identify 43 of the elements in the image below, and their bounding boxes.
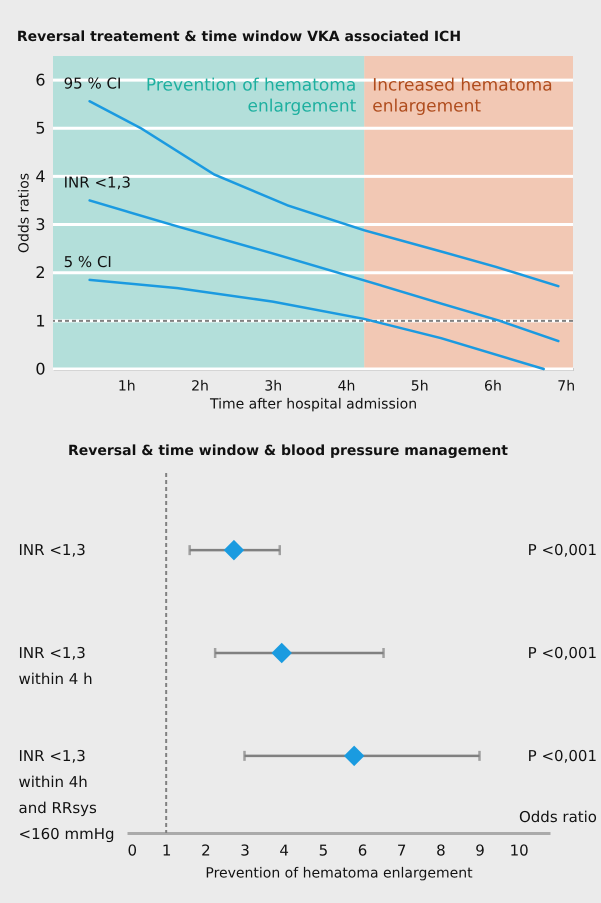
x-axis-title: Time after hospital admission (208, 396, 418, 412)
x-tick-label: 8 (436, 842, 446, 860)
x-tick-label: 6h (484, 378, 502, 394)
x-tick-label: 2h (191, 378, 209, 394)
series-label: 95 % CI (64, 74, 122, 92)
annotation: Odds ratio (518, 808, 597, 826)
y-tick-label: 0 (35, 360, 46, 378)
y-tick-label: INR <1,3 within 4h and RRsys <160 mmHg (18, 746, 114, 843)
y-tick-label: INR <1,3 (18, 541, 86, 560)
series-label: 5 % CI (64, 252, 112, 271)
y-tick-label: 5 (35, 118, 46, 138)
x-tick-label: 3 (240, 842, 250, 860)
x-tick-label: 3h (264, 378, 282, 394)
x-tick-label: 7 (396, 842, 406, 860)
x-tick-label: 1 (162, 842, 172, 860)
series-label: INR <1,3 (64, 173, 131, 192)
x-tick-label: 10 (510, 842, 529, 860)
y-tick-label: INR <1,3 within 4 h (18, 644, 93, 688)
x-tick-label: 5 (318, 842, 328, 860)
x-tick-label: 9 (475, 842, 485, 860)
x-tick-label: 1h (118, 378, 136, 394)
chart-title: Reversal treatement & time window VKA associated ICH (16, 29, 462, 45)
x-tick-label: 6 (358, 842, 368, 860)
y-tick-label: 6 (35, 70, 46, 90)
x-tick-label: 4 (279, 842, 289, 860)
x-axis-title: Prevention of hematoma enlargement (205, 866, 474, 882)
annotation: P <0,001 (528, 746, 597, 765)
annotation: P <0,001 (528, 541, 597, 560)
x-tick-label: 7h (557, 378, 576, 394)
y-tick-label: 3 (35, 215, 46, 234)
y-tick-label: 2 (35, 263, 46, 282)
x-tick-label: 2 (201, 842, 211, 860)
y-tick-label: 1 (35, 311, 46, 330)
y-axis-title: Odds ratios (16, 172, 32, 254)
band-label: Increased hematoma enlargement (372, 76, 553, 117)
y-tick-label: 4 (35, 166, 46, 186)
band-label: Prevention of hematoma enlargement (146, 76, 357, 117)
annotation: P <0,001 (528, 644, 597, 662)
line-series (88, 278, 545, 370)
chart-title: Reversal & time window & blood pressure management (68, 443, 508, 459)
x-tick-label: 5h (410, 378, 429, 394)
x-tick-label: 4h (338, 378, 356, 394)
x-tick-label: 0 (128, 842, 138, 860)
